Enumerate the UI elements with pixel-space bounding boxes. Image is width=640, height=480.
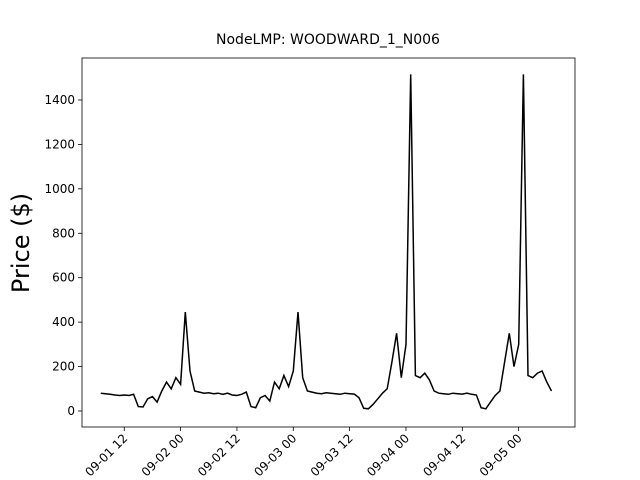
x-tick-label: 09-02 12 — [195, 431, 243, 479]
y-tick-label: 200 — [52, 360, 75, 374]
y-tick-label: 1200 — [44, 137, 75, 151]
x-tick-label: 09-05 00 — [477, 431, 525, 479]
y-tick-label: 1400 — [44, 93, 75, 107]
y-tick-label: 1000 — [44, 182, 75, 196]
x-tick-label: 09-02 00 — [139, 431, 187, 479]
y-tick-label: 400 — [52, 315, 75, 329]
x-tick-label: 09-03 12 — [308, 431, 356, 479]
x-tick-label: 09-03 00 — [251, 431, 299, 479]
x-tick-label: 09-04 12 — [420, 431, 468, 479]
x-tick-label: 09-01 12 — [82, 431, 130, 479]
x-tick-label: 09-04 00 — [364, 431, 412, 479]
y-tick-label: 600 — [52, 271, 75, 285]
y-tick-label: 0 — [67, 404, 75, 418]
line — [100, 74, 553, 410]
plot-frame — [81, 57, 576, 428]
chart-title: NodeLMP: WOODWARD_1_N006 — [216, 32, 440, 48]
y-tick-label: 800 — [52, 226, 75, 240]
y-axis-label: Price ($) — [7, 193, 35, 293]
